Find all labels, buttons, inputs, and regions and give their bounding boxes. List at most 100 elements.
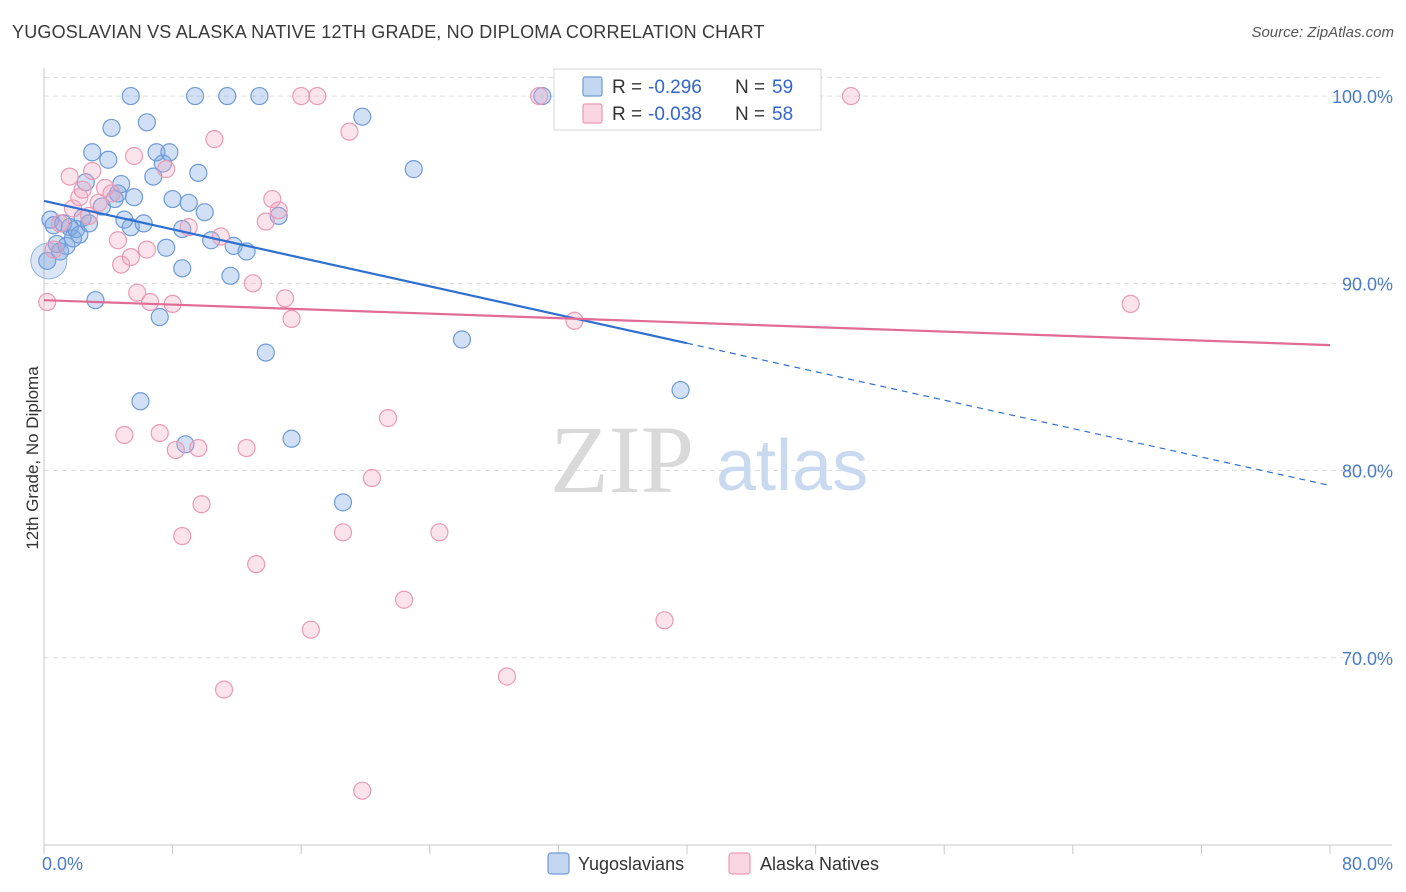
- point-alaska: [214, 680, 234, 699]
- point-yugoslavians: [131, 392, 150, 411]
- point-yugoslavians: [179, 193, 198, 212]
- legend-n-value-yugoslavians: 59: [772, 77, 793, 98]
- point-yugoslavians: [404, 160, 423, 179]
- y-tick-label: 80.0%: [1342, 462, 1393, 482]
- point-alaska: [263, 189, 282, 209]
- point-yugoslavians: [195, 203, 214, 222]
- legend-r-value-yugoslavians: -0.296: [648, 77, 702, 98]
- point-yugoslavians: [256, 343, 275, 362]
- y-tick-labels: 100.0% 90.0% 80.0% 70.0%: [1332, 87, 1393, 669]
- point-yugoslavians: [137, 113, 156, 132]
- point-alaska: [83, 161, 102, 181]
- point-alaska: [333, 523, 353, 542]
- point-alaska: [173, 526, 192, 546]
- point-alaska: [38, 292, 57, 312]
- y-axis-title: 12th Grade, No Diploma: [23, 366, 42, 550]
- point-alaska: [247, 555, 266, 574]
- x-tick-label: 80.0%: [1342, 854, 1393, 874]
- point-yugoslavians: [186, 86, 205, 106]
- point-yugoslavians: [153, 154, 173, 173]
- point-alaska: [655, 611, 674, 630]
- point-yugoslavians: [150, 307, 169, 327]
- legend-r-label: R =: [612, 104, 642, 125]
- point-alaska: [189, 438, 208, 458]
- point-yugoslavians: [86, 291, 105, 310]
- source-label: Source: ZipAtlas.com: [1251, 24, 1394, 41]
- bottom-legend: Yugoslavians Alaska Natives: [547, 852, 879, 875]
- point-alaska: [73, 180, 92, 199]
- trend-lines: [43, 199, 1331, 487]
- point-alaska: [102, 184, 121, 203]
- legend-n-value-alaska: 58: [772, 104, 793, 125]
- point-yugoslavians: [102, 118, 121, 138]
- point-alaska: [115, 425, 134, 445]
- point-alaska: [841, 86, 861, 106]
- gridlines: [44, 76, 1380, 659]
- series-alaska-natives: [38, 86, 1140, 800]
- point-alaska: [1121, 294, 1140, 314]
- legend-swatch-yugoslavians: [582, 76, 603, 97]
- point-alaska: [89, 193, 108, 212]
- point-alaska: [378, 409, 398, 428]
- point-alaska: [140, 292, 160, 312]
- point-yugoslavians: [221, 266, 240, 285]
- point-yugoslavians: [124, 188, 144, 207]
- bottom-legend-label-alaska: Alaska Natives: [760, 854, 879, 874]
- point-alaska: [60, 167, 79, 186]
- point-yugoslavians: [83, 143, 102, 162]
- point-yugoslavians: [147, 143, 166, 162]
- point-alaska: [243, 274, 263, 293]
- point-yugoslavians: [218, 86, 237, 106]
- point-yugoslavians: [38, 251, 57, 270]
- point-alaska: [308, 86, 327, 106]
- point-alaska: [157, 160, 176, 179]
- point-yugoslavians: [99, 150, 118, 169]
- point-alaska: [256, 212, 275, 231]
- point-alaska: [394, 590, 414, 609]
- point-yugoslavians: [79, 214, 99, 233]
- watermark-atlas: atlas: [716, 426, 868, 506]
- point-alaska: [292, 86, 311, 106]
- legend-r-label: R =: [612, 77, 642, 98]
- point-yugoslavians: [60, 218, 79, 237]
- x-tick-label: 0.0%: [42, 854, 83, 874]
- chart-title: YUGOSLAVIAN VS ALASKA NATIVE 12TH GRADE,…: [12, 22, 765, 42]
- point-yugoslavians: [173, 259, 192, 278]
- point-alaska: [44, 240, 63, 259]
- point-alaska: [137, 240, 156, 259]
- legend-box: R = -0.296 N = 59 R = -0.038 N = 58: [553, 68, 822, 131]
- point-alaska: [108, 231, 128, 250]
- point-alaska: [362, 468, 382, 488]
- point-yugoslavians: [671, 380, 690, 400]
- point-alaska: [301, 620, 320, 639]
- point-alaska: [340, 122, 359, 141]
- x-tick-labels: 0.0% 80.0%: [42, 854, 1393, 874]
- trend-line-alaska-natives: [43, 299, 1331, 347]
- legend-n-label: N =: [735, 104, 765, 125]
- point-yugoslavians: [163, 189, 182, 209]
- legend-swatch-alaska: [582, 103, 603, 124]
- point-yugoslavians: [189, 163, 208, 182]
- legend-n-label: N =: [735, 77, 765, 98]
- bottom-legend-label-yugoslavians: Yugoslavians: [578, 854, 684, 874]
- point-alaska: [50, 214, 70, 233]
- point-yugoslavians: [282, 429, 301, 448]
- point-alaska: [269, 201, 288, 220]
- point-alaska: [353, 781, 372, 800]
- axes: [43, 68, 1392, 854]
- point-alaska: [192, 495, 211, 514]
- point-alaska: [497, 667, 517, 686]
- point-alaska: [112, 255, 131, 274]
- point-alaska: [282, 309, 301, 328]
- point-alaska: [121, 248, 140, 267]
- point-alaska: [430, 523, 449, 542]
- point-alaska: [530, 86, 549, 106]
- trend-line-yugoslavians: [43, 199, 688, 345]
- point-alaska: [276, 289, 295, 308]
- y-tick-label: 90.0%: [1342, 274, 1393, 294]
- y-tick-label: 70.0%: [1342, 649, 1393, 669]
- point-yugoslavians: [157, 238, 176, 257]
- point-yugoslavians: [353, 107, 372, 126]
- bottom-legend-swatch-yugoslavians: [547, 852, 570, 875]
- point-alaska: [237, 438, 256, 458]
